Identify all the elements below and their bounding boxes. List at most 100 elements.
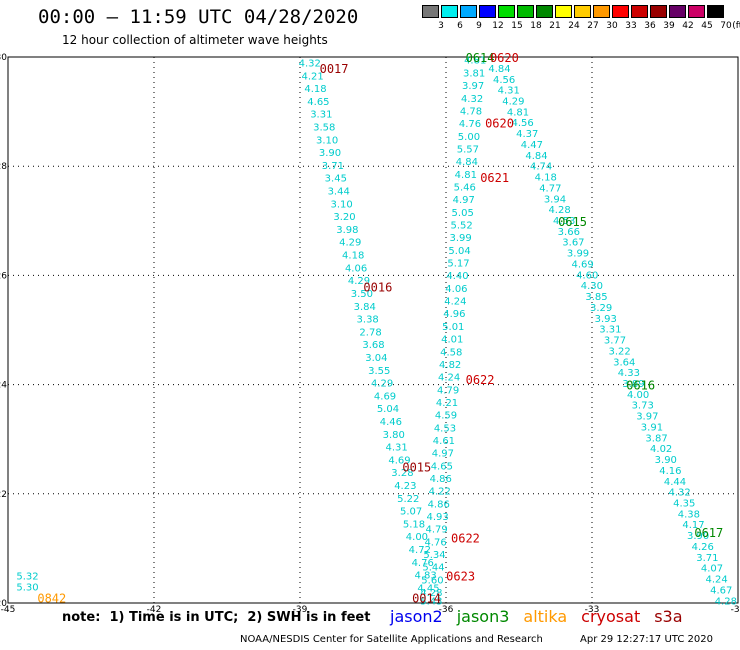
wave-height-label: 3.81	[463, 68, 485, 79]
wave-height-label: 3.28	[391, 468, 413, 479]
pass-time-label: 0015	[402, 461, 431, 475]
wave-height-label: 4.21	[301, 71, 323, 82]
pass-time-label: 0614	[466, 51, 495, 65]
color-swatch	[593, 5, 610, 18]
wave-height-label: 4.58	[440, 347, 462, 358]
wave-height-label: 4.31	[386, 443, 408, 454]
wave-height-label: 4.69	[572, 259, 594, 270]
pass-time-label: 0620	[490, 51, 519, 65]
wave-height-label: 4.07	[701, 564, 723, 575]
wave-height-label: 3.10	[330, 199, 352, 210]
wave-height-label: 4.02	[650, 444, 672, 455]
wave-height-label: 4.97	[453, 195, 475, 206]
wave-height-label: 4.32	[299, 58, 321, 69]
wave-height-label: 3.22	[608, 346, 630, 357]
wave-height-label: 4.06	[345, 263, 367, 274]
wave-height-label: 4.28	[548, 205, 570, 216]
wave-height-label: 4.37	[516, 129, 538, 140]
color-swatch	[669, 5, 686, 18]
wave-height-label: 4.18	[535, 173, 557, 184]
wave-height-label: 4.18	[304, 84, 326, 95]
color-swatch	[650, 5, 667, 18]
wave-height-label: 4.84	[488, 64, 510, 75]
color-swatch	[517, 5, 534, 18]
wave-height-label: 5.05	[452, 208, 474, 219]
color-scale-label: 9	[476, 21, 482, 31]
generated-timestamp: Apr 29 12:27:17 UTC 2020	[580, 634, 713, 645]
pass-time-label: 0620	[485, 117, 514, 131]
wave-height-label: 4.24	[438, 373, 460, 384]
wave-height-label: 4.24	[705, 575, 727, 586]
map-frame	[7, 56, 739, 604]
color-scale-label: 18	[530, 21, 542, 31]
wave-height-label: 4.61	[433, 436, 455, 447]
wave-height-label: 4.81	[455, 170, 477, 181]
wave-height-label: 4.77	[539, 183, 561, 194]
wave-height-label: 4.21	[436, 398, 458, 409]
pass-time-label: 0014	[412, 592, 441, 606]
color-swatch	[460, 5, 477, 18]
wave-height-label: 3.50	[351, 289, 373, 300]
wave-height-label: 3.67	[562, 238, 584, 249]
wave-height-label: 4.01	[441, 335, 463, 346]
wave-height-label: 4.74	[530, 162, 552, 173]
wave-height-label: 4.28	[420, 588, 442, 599]
wave-height-label: 3.99	[567, 249, 589, 260]
wave-height-label: 3.71	[322, 161, 344, 172]
color-swatch	[631, 5, 648, 18]
wave-height-label: 5.04	[448, 246, 470, 257]
page-subtitle: 12 hour collection of altimeter wave hei…	[62, 33, 328, 47]
color-swatch	[574, 5, 591, 18]
wave-height-label: 4.29	[339, 238, 361, 249]
color-swatch	[555, 5, 572, 18]
color-scale-label: 15	[511, 21, 523, 31]
color-swatch	[441, 5, 458, 18]
wave-height-label: 3.73	[632, 401, 654, 412]
satellite-legend-item: jason2	[390, 607, 443, 626]
wave-height-label: 4.29	[348, 276, 370, 287]
color-swatch	[612, 5, 629, 18]
wave-height-label: 5.32	[16, 572, 38, 583]
wave-height-label: 3.93	[595, 314, 617, 325]
wave-height-label: 3.89	[622, 379, 644, 390]
x-tick-label: -42	[147, 605, 162, 615]
wave-height-label: 4.32	[669, 488, 691, 499]
wave-height-label: 4.00	[627, 390, 649, 401]
wave-height-label: 4.33	[618, 368, 640, 379]
wave-height-label: 4.76	[424, 537, 446, 548]
wave-height-label: 3.20	[333, 212, 355, 223]
y-tick-label: 22	[0, 490, 7, 500]
color-scale-label: 39	[663, 21, 675, 31]
color-scale-label: 36	[644, 21, 656, 31]
wave-height-label: 3.97	[462, 81, 484, 92]
wave-height-label: 4.59	[435, 411, 457, 422]
wave-height-label: 4.45	[417, 583, 439, 594]
wave-height-label: 5.52	[451, 221, 473, 232]
wave-height-label: 4.76	[459, 119, 481, 130]
wave-height-label: 3.90	[319, 148, 341, 159]
wave-height-label: 4.38	[678, 509, 700, 520]
wave-height-label: 5.22	[397, 494, 419, 505]
wave-height-label: 4.72	[409, 545, 431, 556]
pass-time-label: 0623	[446, 570, 475, 584]
color-swatch	[498, 5, 515, 18]
wave-height-label: 4.22	[429, 487, 451, 498]
color-scale-label: 12	[492, 21, 504, 31]
color-swatch	[707, 5, 724, 18]
x-tick-label: -33	[585, 605, 600, 615]
wave-height-label: 3.99	[449, 233, 471, 244]
color-scale-label: 30	[606, 21, 618, 31]
color-scale-label: 6	[457, 21, 463, 31]
wave-height-label: 4.83	[414, 571, 436, 582]
wave-height-label: 3.77	[604, 336, 626, 347]
wave-height-label: 3.87	[645, 433, 667, 444]
wave-height-label: 3.10	[316, 135, 338, 146]
wave-height-label: 3.85	[585, 292, 607, 303]
wave-height-label: 5.00	[458, 132, 480, 143]
wave-height-label: 4.35	[673, 498, 695, 509]
y-tick-label: 30	[0, 53, 7, 63]
wave-height-label: 3.90	[655, 455, 677, 466]
pass-time-label: 0842	[37, 592, 66, 606]
wave-height-label: 3.31	[310, 110, 332, 121]
wave-height-label: 4.46	[380, 417, 402, 428]
